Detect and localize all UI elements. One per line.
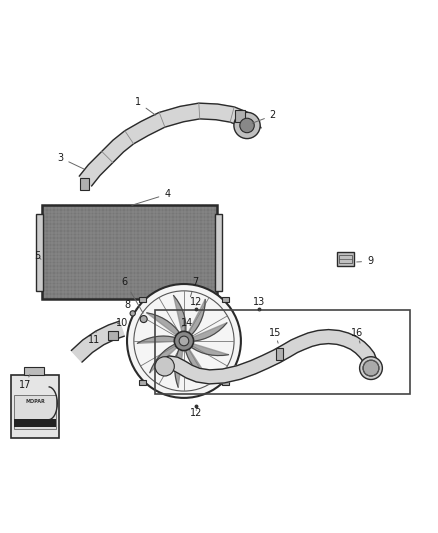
Polygon shape [184,300,205,341]
Polygon shape [173,295,186,341]
Bar [14,394,56,430]
Circle shape [127,284,241,398]
Bar [222,380,229,385]
Circle shape [140,316,147,322]
Bar [139,380,146,385]
Bar [222,296,229,302]
Polygon shape [147,313,184,341]
Bar [339,255,352,263]
Text: 7: 7 [191,277,198,297]
Text: 13: 13 [253,297,265,310]
Bar [235,110,245,123]
Bar [337,253,354,265]
Polygon shape [184,341,229,356]
Polygon shape [79,103,261,186]
Bar [215,214,222,290]
Text: 17: 17 [19,375,32,390]
Polygon shape [162,329,378,384]
Text: 6: 6 [122,277,143,313]
Text: 16: 16 [351,328,363,343]
Polygon shape [150,341,184,373]
Text: 10: 10 [116,318,128,328]
Bar [155,310,410,393]
Text: 1: 1 [135,97,155,115]
Text: 5: 5 [34,251,41,261]
Polygon shape [175,341,184,387]
Circle shape [174,332,194,351]
Text: 8: 8 [124,300,136,310]
Circle shape [240,118,254,133]
Text: MOPAR: MOPAR [25,399,45,404]
Polygon shape [184,323,227,341]
Circle shape [234,112,260,139]
Text: 12: 12 [190,408,202,418]
Bar [11,375,59,438]
Bar [36,214,43,290]
Text: 11: 11 [88,332,100,345]
Bar [80,178,89,190]
Bar [14,419,56,427]
Text: 15: 15 [269,328,281,343]
Text: 9: 9 [357,256,373,266]
Circle shape [360,357,382,379]
Bar [276,349,283,360]
Text: 3: 3 [57,153,84,169]
Text: 2: 2 [252,110,276,123]
Bar [42,205,217,300]
Circle shape [179,336,189,346]
Circle shape [130,311,135,316]
Bar [107,332,118,340]
Text: 12: 12 [190,297,202,308]
Circle shape [155,357,174,376]
Text: 14: 14 [181,318,194,328]
Polygon shape [184,341,209,380]
Polygon shape [138,336,184,343]
Text: 4: 4 [132,189,170,205]
Bar [42,205,217,300]
Bar [24,367,44,375]
Polygon shape [71,321,124,362]
Circle shape [363,360,379,376]
Bar [139,296,146,302]
